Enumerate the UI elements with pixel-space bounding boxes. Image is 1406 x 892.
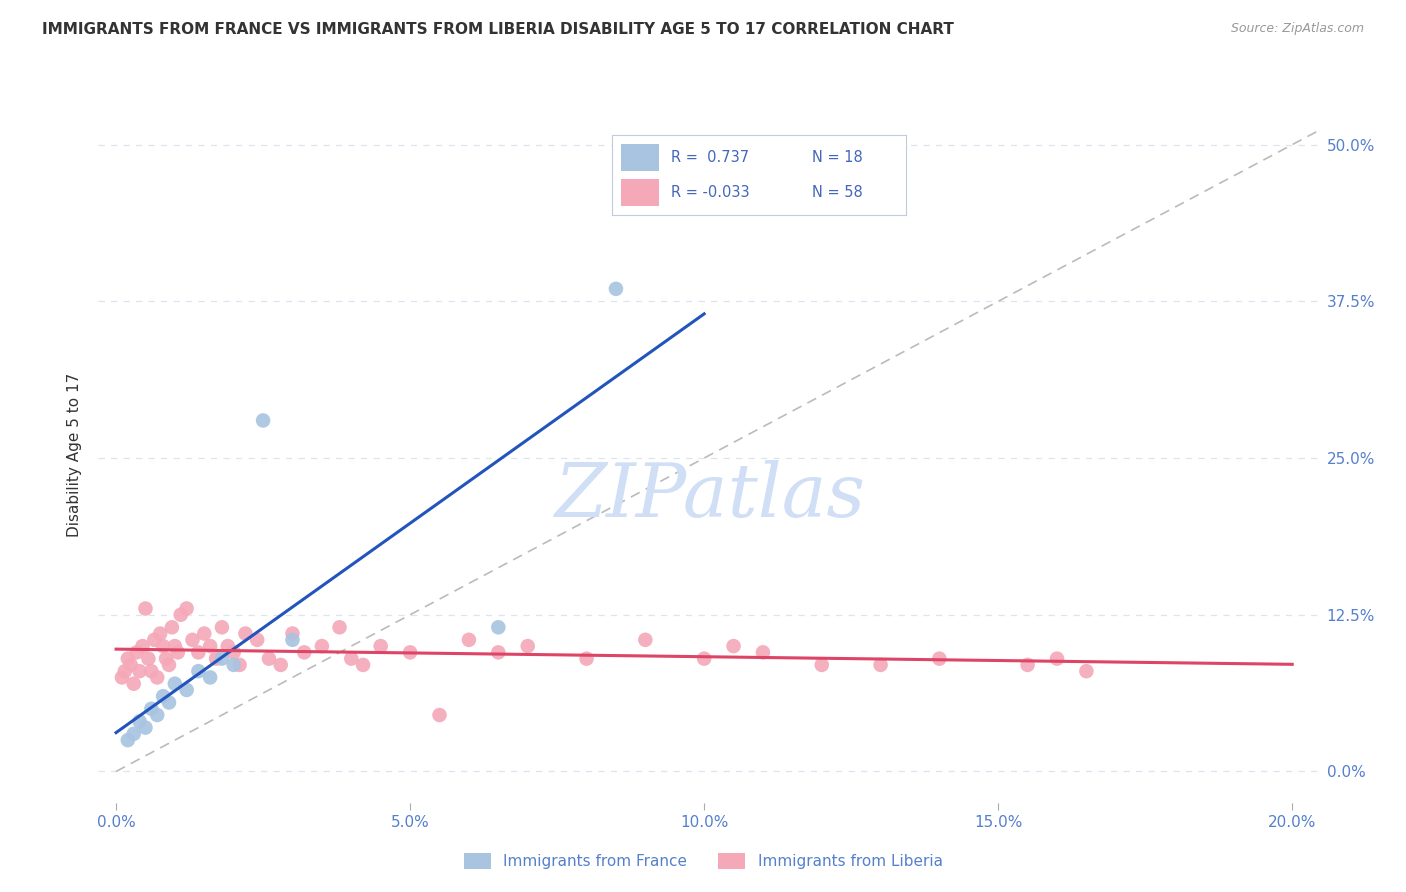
Point (128, 714, 150, 729)
Point (143, 632, 166, 647)
Point (163, 676, 186, 690)
Point (217, 639, 239, 653)
Point (146, 708, 169, 723)
Point (198, 639, 221, 653)
Point (187, 645, 209, 659)
Point (1076, 664, 1098, 678)
Point (134, 721, 156, 735)
Point (458, 632, 481, 647)
Point (146, 670, 169, 684)
Point (170, 607, 193, 622)
Point (176, 683, 198, 698)
Point (205, 651, 228, 665)
Point (141, 664, 163, 678)
Point (246, 632, 269, 647)
Point (176, 601, 198, 615)
Point (723, 639, 745, 653)
Point (198, 670, 221, 684)
Text: N = 18: N = 18 (811, 150, 862, 165)
Text: R = -0.033: R = -0.033 (671, 185, 749, 200)
Text: ZIPatlas: ZIPatlas (554, 460, 866, 533)
Text: N = 58: N = 58 (811, 185, 862, 200)
Point (117, 733, 139, 747)
Point (928, 651, 950, 665)
Point (160, 620, 183, 634)
Point (340, 651, 363, 665)
Point (152, 690, 174, 704)
Point (693, 651, 716, 665)
Point (122, 676, 145, 690)
Point (211, 651, 233, 665)
Point (292, 645, 315, 659)
Point (187, 664, 209, 678)
Point (429, 708, 451, 723)
Legend: Immigrants from France, Immigrants from Liberia: Immigrants from France, Immigrants from … (457, 847, 949, 875)
Point (111, 670, 134, 684)
Point (134, 601, 156, 615)
Point (222, 645, 245, 659)
Point (486, 620, 509, 634)
Point (752, 645, 775, 659)
Text: IMMIGRANTS FROM FRANCE VS IMMIGRANTS FROM LIBERIA DISABILITY AGE 5 TO 17 CORRELA: IMMIGRANTS FROM FRANCE VS IMMIGRANTS FRO… (42, 22, 955, 37)
Point (252, 413, 274, 427)
Point (125, 645, 148, 659)
Point (575, 651, 598, 665)
Point (516, 639, 538, 653)
Point (281, 632, 304, 647)
Text: Source: ZipAtlas.com: Source: ZipAtlas.com (1230, 22, 1364, 36)
Point (193, 626, 215, 640)
Point (486, 645, 509, 659)
Point (122, 727, 145, 741)
Point (181, 632, 204, 647)
Point (311, 639, 333, 653)
Point (152, 639, 174, 653)
Point (163, 639, 186, 653)
Point (235, 626, 257, 640)
Point (257, 651, 280, 665)
Point (131, 639, 153, 653)
Point (281, 626, 304, 640)
Point (634, 632, 657, 647)
Point (228, 657, 250, 672)
Point (328, 620, 350, 634)
Point (157, 696, 180, 710)
Point (1017, 657, 1039, 672)
Point (399, 645, 422, 659)
Y-axis label: Disability Age 5 to 17: Disability Age 5 to 17 (67, 373, 83, 537)
Point (222, 657, 245, 672)
Point (117, 651, 139, 665)
Point (166, 645, 188, 659)
Point (352, 657, 374, 672)
Point (138, 651, 160, 665)
Point (211, 620, 233, 634)
Point (370, 639, 392, 653)
Point (869, 657, 891, 672)
Point (128, 664, 150, 678)
Text: R =  0.737: R = 0.737 (671, 150, 749, 165)
Point (157, 657, 180, 672)
Point (270, 657, 292, 672)
Point (155, 651, 177, 665)
Point (141, 702, 163, 716)
Point (1046, 651, 1069, 665)
Bar (621, 179, 659, 206)
Point (120, 657, 142, 672)
Point (149, 626, 172, 640)
Point (810, 657, 832, 672)
Bar (621, 144, 659, 171)
Point (114, 664, 136, 678)
Point (605, 282, 627, 296)
